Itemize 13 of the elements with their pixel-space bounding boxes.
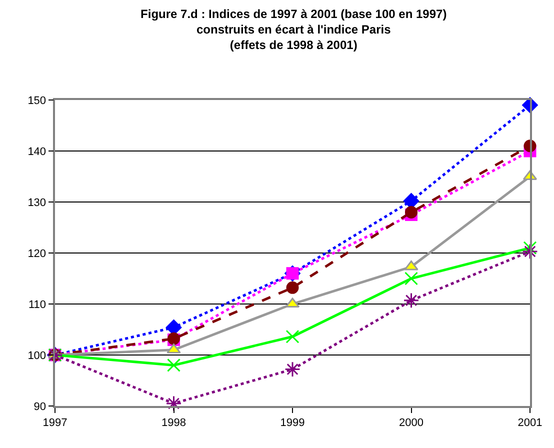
y-tick-label: 90 — [34, 400, 46, 413]
chart-title: Figure 7.d : Indices de 1997 à 2001 (base 100 en 1997) construits en écart à l'indice Paris (effets de 1998 à 2001) — [140, 6, 447, 52]
y-tick-label: 130 — [28, 196, 46, 209]
x-tick-label: 2000 — [399, 416, 424, 429]
x-tick-label: 1997 — [42, 416, 68, 429]
x-tick-label: 2001 — [518, 416, 542, 429]
y-tick-label: 120 — [28, 248, 46, 260]
x-tick-label: 1998 — [162, 416, 186, 429]
y-tick-label: 110 — [28, 298, 46, 311]
x-tick-label: 1999 — [280, 416, 305, 429]
y-tick-label: 140 — [28, 146, 46, 158]
y-tick-label: 100 — [28, 350, 46, 362]
y-tick-label: 150 — [28, 94, 46, 107]
